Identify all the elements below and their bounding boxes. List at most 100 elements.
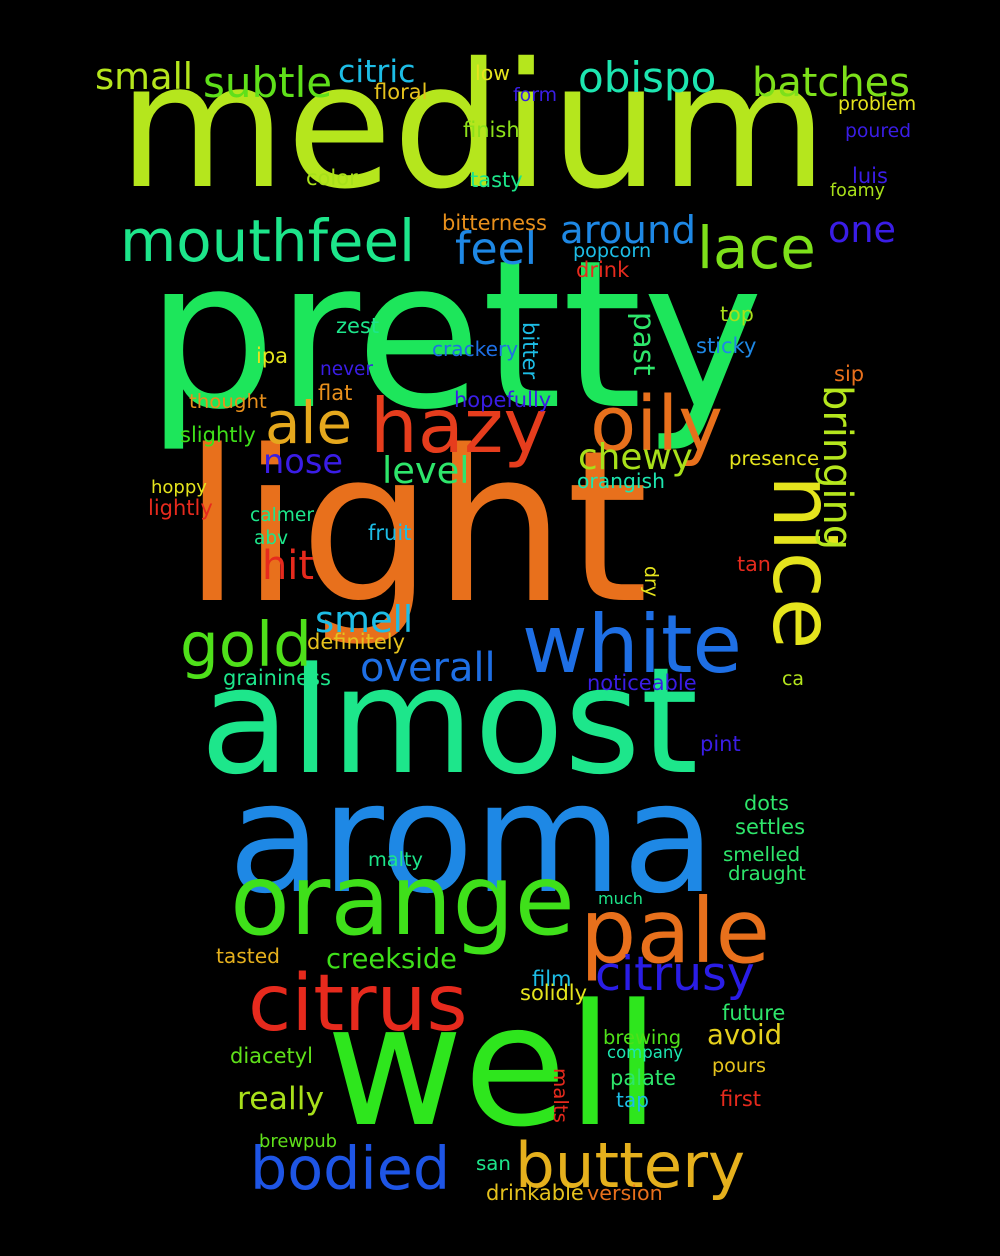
word-fruit: fruit [368, 521, 412, 546]
word-problem: problem [838, 93, 917, 116]
word-one: one [828, 208, 896, 252]
word-lightly: lightly [148, 496, 213, 521]
word-noticeable: noticeable [587, 671, 697, 696]
word-slightly: slightly [180, 423, 256, 448]
word-popcorn: popcorn [573, 239, 652, 263]
word-smelled: smelled [723, 843, 801, 867]
word-mouthfeel: mouthfeel [120, 207, 416, 276]
word-brewing: brewing [603, 1026, 682, 1050]
word-creekside: creekside [326, 943, 457, 975]
word-lace: lace [697, 214, 816, 283]
word-crackery: crackery [432, 337, 519, 362]
word-ale: ale [265, 389, 353, 458]
word-really: really [237, 1081, 325, 1118]
word-foamy: foamy [830, 180, 885, 201]
word-dry: dry [640, 566, 662, 597]
word-almost: almost [200, 636, 699, 808]
word-avoid: avoid [707, 1018, 783, 1051]
word-malty: malty [368, 848, 423, 872]
word-well: well [326, 967, 661, 1164]
word-company: company [607, 1042, 684, 1062]
word-future: future [722, 1001, 786, 1026]
word-calmer: calmer [250, 504, 314, 526]
word-citrusy: citrusy [595, 947, 755, 1003]
word-pours: pours [712, 1054, 766, 1078]
word-thought: thought [189, 390, 267, 414]
word-hazy: hazy [370, 381, 548, 470]
word-solidly: solidly [520, 981, 588, 1006]
word-feel: feel [455, 224, 538, 276]
word-abv: abv [254, 527, 289, 549]
word-nose: nose [263, 442, 343, 482]
word-white: white [522, 596, 743, 691]
word-overall: overall [360, 644, 496, 691]
word-bodied: bodied [250, 1135, 451, 1204]
word-light: light [183, 405, 649, 651]
word-bitter: bitter [518, 322, 542, 380]
word-sticky: sticky [696, 334, 757, 359]
word-first: first [720, 1087, 762, 1112]
word-tap: tap [616, 1088, 649, 1113]
word-settles: settles [735, 815, 806, 840]
word-definitely: definitely [307, 630, 406, 655]
word-small: small [95, 55, 194, 99]
word-oily: oily [590, 379, 723, 468]
word-sip: sip [834, 362, 865, 387]
word-low: low [475, 61, 511, 86]
word-hopefully: hopefully [454, 388, 552, 413]
word-malts: malts [549, 1068, 572, 1123]
word-around: around [560, 207, 697, 253]
word-diacetyl: diacetyl [230, 1044, 313, 1069]
word-luis: luis [852, 164, 888, 189]
word-version: version [587, 1181, 663, 1206]
word-level: level [382, 449, 470, 493]
word-tan: tan [737, 552, 771, 577]
word-poured: poured [845, 121, 912, 143]
word-top: top [720, 302, 754, 327]
word-ca: ca [782, 668, 804, 691]
word-much: much [598, 888, 643, 908]
word-tasty: tasty [470, 168, 523, 193]
word-hit: hit [262, 542, 315, 589]
word-citric: citric [338, 54, 416, 91]
word-color: color [306, 166, 358, 191]
word-never: never [320, 358, 374, 380]
word-pretty: pretty [146, 216, 764, 455]
word-tasted: tasted [216, 944, 280, 969]
word-form: form [513, 84, 558, 107]
word-batches: batches [752, 59, 910, 106]
word-flat: flat [318, 381, 353, 406]
word-aroma: aroma [228, 749, 716, 927]
word-past: past [627, 312, 661, 376]
word-drink: drink [576, 258, 630, 283]
word-palate: palate [610, 1066, 677, 1091]
word-san: san [476, 1152, 511, 1176]
word-buttery: buttery [515, 1128, 746, 1202]
word-dots: dots [744, 791, 789, 816]
word-floral: floral [374, 80, 428, 105]
word-gold: gold [180, 610, 312, 682]
word-zest: zest [336, 314, 380, 339]
word-presence: presence [729, 447, 820, 471]
word-finish: finish [463, 118, 520, 143]
word-drinkable: drinkable [486, 1181, 584, 1206]
word-obispo: obispo [578, 52, 717, 102]
word-draught: draught [728, 862, 806, 886]
word-smell: smell [315, 598, 414, 642]
word-pint: pint [700, 732, 741, 757]
word-chewy: chewy [578, 437, 693, 479]
word-hoppy: hoppy [151, 476, 207, 498]
word-pale: pale [580, 879, 771, 983]
word-film: film [532, 967, 572, 992]
word-ipa: ipa [256, 344, 289, 369]
word-brewpub: brewpub [259, 1130, 338, 1152]
word-orangish: orangish [577, 469, 665, 494]
word-subtle: subtle [203, 57, 333, 107]
word-bitterness: bitterness [442, 211, 547, 236]
word-orange: orange [230, 844, 575, 959]
word-bringing: bringing [814, 385, 860, 551]
word-citrus: citrus [248, 956, 468, 1049]
word-medium: medium [118, 26, 828, 228]
word-graininess: graininess [223, 666, 331, 691]
